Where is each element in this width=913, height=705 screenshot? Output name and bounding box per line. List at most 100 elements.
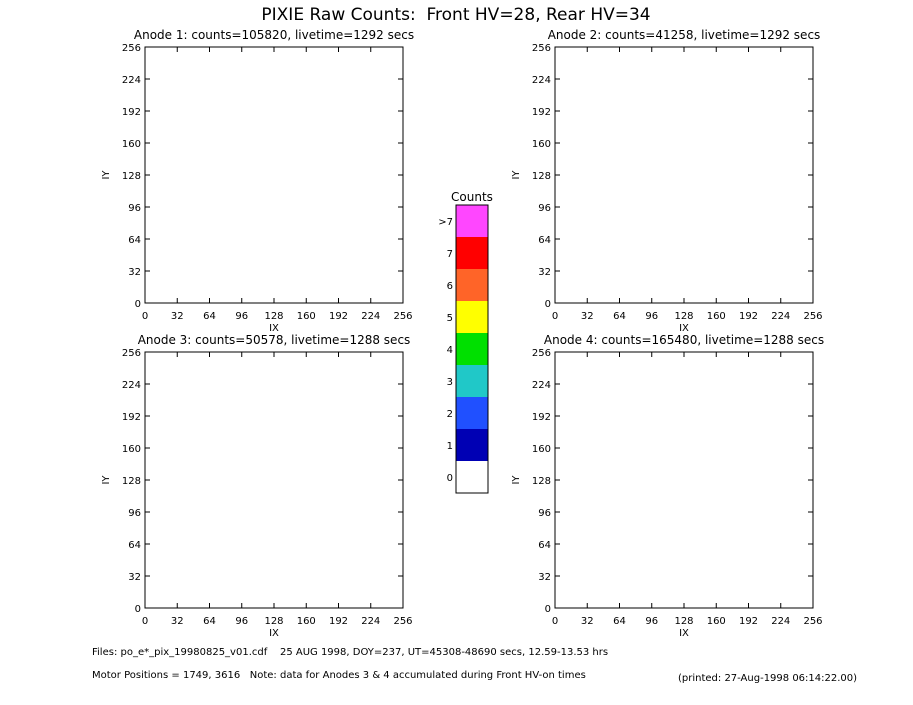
- plot-frame: [554, 46, 814, 304]
- y-tick-label: 128: [122, 171, 141, 182]
- colorbar-swatch: [456, 365, 488, 397]
- x-tick-label: 224: [361, 311, 380, 322]
- colorbar-label: 4: [447, 345, 453, 356]
- colorbar-label: 0: [447, 473, 453, 484]
- y-tick-label: 128: [532, 171, 551, 182]
- colorbar-frame: [455, 204, 489, 494]
- x-tick-label: 96: [645, 616, 658, 627]
- x-tick-label: 32: [581, 311, 594, 322]
- y-tick-label: 256: [122, 348, 141, 359]
- y-axis-label: IY: [511, 170, 522, 180]
- x-tick-label: 64: [203, 616, 216, 627]
- x-tick-label: 32: [581, 616, 594, 627]
- x-tick-label: 160: [707, 616, 726, 627]
- y-tick-label: 192: [122, 107, 141, 118]
- y-tick-label: 96: [538, 203, 551, 214]
- x-axis-label: IX: [679, 628, 689, 639]
- y-tick-label: 32: [538, 267, 551, 278]
- x-tick-label: 0: [142, 616, 148, 627]
- colorbar-swatch: [456, 333, 488, 365]
- y-tick-label: 192: [532, 412, 551, 423]
- figure-title: PIXIE Raw Counts: Front HV=28, Rear HV=3…: [261, 5, 650, 25]
- colorbar-swatch: [456, 429, 488, 461]
- x-tick-label: 256: [803, 311, 822, 322]
- y-tick-label: 224: [532, 75, 551, 86]
- plot-frame: [144, 351, 404, 609]
- y-tick-label: 224: [122, 380, 141, 391]
- y-tick-label: 64: [538, 540, 551, 551]
- x-tick-label: 32: [171, 311, 184, 322]
- colorbar-swatch: [456, 301, 488, 333]
- y-tick-label: 0: [545, 604, 551, 615]
- x-tick-label: 96: [235, 616, 248, 627]
- x-axis-label: IX: [269, 628, 279, 639]
- x-tick-label: 64: [203, 311, 216, 322]
- x-tick-label: 96: [645, 311, 658, 322]
- colorbar-label: 3: [447, 377, 453, 388]
- x-axis-label: IX: [269, 323, 279, 334]
- x-tick-label: 128: [674, 311, 693, 322]
- x-tick-label: 224: [361, 616, 380, 627]
- y-tick-label: 160: [532, 444, 551, 455]
- panel-title: Anode 3: counts=50578, livetime=1288 sec…: [138, 333, 411, 347]
- colorbar-label: 6: [447, 281, 453, 292]
- x-tick-label: 192: [739, 616, 758, 627]
- y-tick-label: 96: [538, 508, 551, 519]
- y-axis-label: IY: [101, 170, 112, 180]
- y-tick-label: 128: [122, 476, 141, 487]
- y-tick-label: 192: [532, 107, 551, 118]
- x-tick-label: 32: [171, 616, 184, 627]
- x-tick-label: 224: [771, 311, 790, 322]
- y-tick-label: 64: [538, 235, 551, 246]
- x-tick-label: 192: [329, 616, 348, 627]
- x-tick-label: 256: [393, 311, 412, 322]
- x-tick-label: 160: [297, 311, 316, 322]
- y-tick-label: 256: [532, 348, 551, 359]
- colorbar-label: 5: [447, 313, 453, 324]
- panel-title: Anode 2: counts=41258, livetime=1292 sec…: [548, 28, 821, 42]
- x-tick-label: 224: [771, 616, 790, 627]
- x-tick-label: 64: [613, 311, 626, 322]
- x-tick-label: 256: [393, 616, 412, 627]
- y-tick-label: 160: [122, 444, 141, 455]
- colorbar-swatch: [456, 269, 488, 301]
- footer-printed: (printed: 27-Aug-1998 06:14:22.00): [678, 673, 857, 684]
- y-tick-label: 96: [128, 508, 141, 519]
- colorbar-swatch: [456, 397, 488, 429]
- x-tick-label: 192: [739, 311, 758, 322]
- y-tick-label: 0: [545, 299, 551, 310]
- x-tick-label: 96: [235, 311, 248, 322]
- y-axis-label: IY: [511, 475, 522, 485]
- y-tick-label: 160: [532, 139, 551, 150]
- x-axis-label: IX: [679, 323, 689, 334]
- footer-motor: Motor Positions = 1749, 3616 Note: data …: [92, 670, 586, 681]
- y-tick-label: 0: [135, 299, 141, 310]
- colorbar-label: >7: [438, 217, 453, 228]
- y-tick-label: 192: [122, 412, 141, 423]
- y-tick-label: 256: [532, 43, 551, 54]
- y-tick-label: 96: [128, 203, 141, 214]
- y-tick-label: 224: [122, 75, 141, 86]
- colorbar-label: 2: [447, 409, 453, 420]
- x-tick-label: 128: [674, 616, 693, 627]
- x-tick-label: 192: [329, 311, 348, 322]
- y-tick-label: 128: [532, 476, 551, 487]
- colorbar-swatch: [456, 205, 488, 237]
- plot-frame: [554, 351, 814, 609]
- colorbar-swatch: [456, 237, 488, 269]
- x-tick-label: 0: [552, 311, 558, 322]
- footer-files: Files: po_e*_pix_19980825_v01.cdf 25 AUG…: [92, 647, 608, 658]
- y-tick-label: 32: [128, 267, 141, 278]
- colorbar-label: 1: [447, 441, 453, 452]
- colorbar-swatch: [456, 461, 488, 493]
- x-tick-label: 160: [297, 616, 316, 627]
- y-tick-label: 224: [532, 380, 551, 391]
- x-tick-label: 0: [552, 616, 558, 627]
- panel-title: Anode 1: counts=105820, livetime=1292 se…: [134, 28, 414, 42]
- y-tick-label: 160: [122, 139, 141, 150]
- colorbar-label: 7: [447, 249, 453, 260]
- panel-title: Anode 4: counts=165480, livetime=1288 se…: [544, 333, 824, 347]
- plot-frame: [144, 46, 404, 304]
